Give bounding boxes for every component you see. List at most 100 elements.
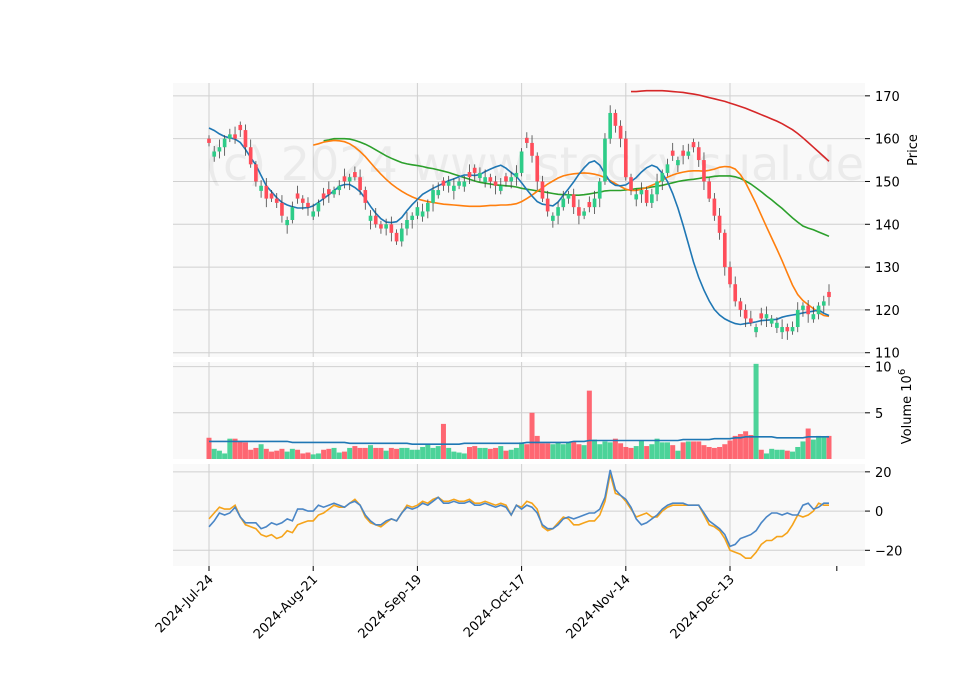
volume-bar [487, 448, 493, 459]
candle-body [790, 327, 795, 332]
candle-body [368, 215, 373, 221]
volume-bar [685, 441, 691, 459]
y-tick-label: 0 [875, 505, 883, 520]
volume-bar [310, 454, 316, 459]
volume-bar [269, 451, 275, 459]
volume-bar [237, 441, 243, 459]
candle-body [764, 314, 769, 319]
price-axis-label: Price [906, 134, 921, 166]
volume-bar [279, 448, 285, 459]
volume-bar [227, 438, 233, 459]
volume-bar [331, 447, 337, 459]
volume-bar [560, 444, 566, 459]
volume-bar [664, 442, 670, 459]
x-tick-label: 2024-Jul-24 [153, 572, 217, 636]
volume-bar [534, 435, 540, 459]
candle-body [384, 224, 388, 229]
volume-bar [555, 442, 561, 459]
candle-body [472, 167, 477, 173]
volume-bar [461, 453, 467, 459]
candle-body [827, 291, 831, 298]
sma-long-line [631, 89, 830, 162]
volume-bar [321, 449, 327, 459]
candle-body [394, 232, 399, 242]
candle-body [597, 181, 602, 199]
candle-body [691, 142, 696, 148]
y-tick-label: 10 [875, 361, 892, 376]
candle-body [405, 220, 409, 229]
volume-bar [649, 444, 655, 459]
sma-mid-line [313, 139, 830, 318]
y-tick-label: 130 [875, 261, 900, 276]
volume-bar [607, 442, 613, 459]
candle-body [577, 207, 581, 216]
moving-averages [208, 89, 830, 326]
candle-body [207, 138, 211, 143]
x-axis: 2024-Jul-24 2024-Aug-21 2024-Sep-19 2024-Oc… [153, 566, 838, 642]
candle-body [571, 194, 576, 208]
candle-body [806, 305, 810, 315]
volume-bar [498, 446, 504, 459]
candle-body [462, 181, 467, 187]
candle-body [379, 224, 383, 229]
candle-body [696, 147, 701, 161]
volume-bar [435, 446, 441, 459]
volume-bar [618, 443, 624, 459]
volume-bar [295, 449, 301, 459]
volume-bar [456, 452, 462, 459]
candle-body [269, 193, 274, 199]
sma-fast-line [208, 127, 830, 326]
volume-bar [513, 447, 519, 459]
volume-bar [300, 453, 306, 459]
candle-body [228, 134, 232, 139]
y-tick-label: 170 [875, 90, 900, 105]
candle-body [738, 301, 743, 310]
volume-bar [467, 446, 473, 459]
candle-body [530, 142, 534, 156]
volume-bar [242, 442, 248, 459]
volume-bar [289, 448, 295, 459]
volume-bar [691, 441, 697, 459]
candle-body [332, 190, 336, 195]
candle-body [420, 211, 425, 217]
candle-body [452, 185, 456, 191]
candle-body [629, 177, 633, 191]
candle-body [410, 215, 415, 220]
candle-body [623, 138, 628, 178]
oscillator-y-ticks: −20 0 20 [865, 466, 902, 559]
volume-bar [680, 442, 686, 459]
volume-bar [602, 441, 608, 459]
candle-body [504, 176, 508, 182]
candle-body [233, 134, 237, 139]
candle-body [509, 177, 514, 182]
y-tick-label: 140 [875, 218, 900, 233]
x-tick-label: 2024-Dec-13 [668, 572, 738, 642]
volume-bar [795, 446, 801, 459]
volume-bars [206, 363, 832, 459]
volume-panel: 510 Volume 106 [173, 361, 915, 459]
candle-body [295, 193, 300, 199]
candle-body [337, 185, 342, 191]
candle-body [431, 190, 435, 203]
candle-body [316, 202, 321, 212]
candle-body [483, 177, 487, 183]
candle-body [327, 189, 331, 195]
candle-body [342, 176, 347, 182]
candle-body [446, 181, 451, 186]
volume-bar [383, 450, 389, 459]
volume-bar [758, 449, 764, 459]
volume-bar [644, 446, 650, 459]
volume-bar [597, 444, 603, 459]
candle-body [280, 202, 284, 216]
candle-body [556, 207, 560, 216]
volume-bar [769, 448, 775, 459]
candle-body [306, 202, 310, 208]
candle-body [639, 190, 644, 195]
candle-body [634, 194, 639, 200]
volume-bar [529, 412, 535, 459]
candle-body [238, 124, 243, 131]
volume-bar [503, 450, 509, 459]
volume-bar [638, 440, 644, 459]
volume-bar [816, 435, 822, 459]
candle-body [373, 215, 378, 225]
